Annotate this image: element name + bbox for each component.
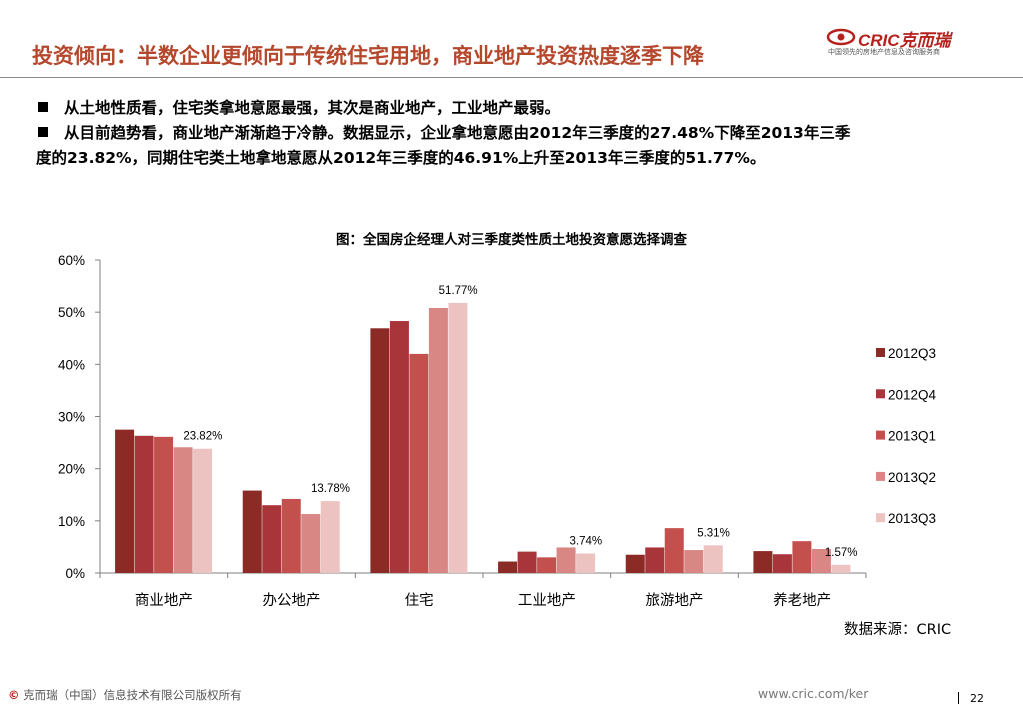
bar-2012Q4 (772, 554, 792, 573)
x-category-label: 工业地产 (518, 592, 576, 609)
bar-2013Q1 (664, 528, 684, 573)
page-title: 投资倾向：半数企业更倾向于传统住宅用地，商业地产投资热度逐季下降 (32, 44, 704, 68)
x-category-label: 商业地产 (135, 592, 193, 609)
bar-2012Q3 (498, 561, 518, 573)
x-category-label: 养老地产 (773, 592, 831, 609)
footer-copyright: © 克而瑞（中国）信息技术有限公司版权所有 (8, 687, 242, 703)
y-tick-label: 20% (58, 462, 85, 477)
x-category-label: 住宅 (405, 592, 434, 609)
summary-bullets: 从土地性质看，住宅类拿地意愿最强，其次是商业地产，工业地产最弱。 从目前趋势看，… (36, 96, 996, 171)
y-tick-label: 40% (58, 357, 85, 372)
bar-2012Q3 (370, 328, 390, 573)
legend-label: 2013Q1 (888, 429, 936, 444)
data-label: 1.57% (825, 547, 858, 559)
y-tick-label: 30% (58, 410, 85, 425)
bar-2013Q2 (684, 550, 704, 573)
legend-label: 2012Q3 (888, 346, 936, 361)
bar-2013Q3 (193, 448, 213, 573)
data-label: 3.74% (570, 535, 603, 547)
data-source: 数据来源：CRIC (844, 622, 952, 638)
bullet-text: 从土地性质看，住宅类拿地意愿最强，其次是商业地产，工业地产最弱。 (64, 99, 561, 117)
chart-title: 图：全国房企经理人对三季度类性质土地投资意愿选择调查 (336, 232, 687, 248)
legend-swatch (876, 430, 885, 440)
square-bullet-icon (38, 127, 48, 137)
bar-2012Q4 (262, 505, 282, 573)
legend-swatch (876, 389, 885, 399)
bar-2013Q3 (320, 501, 340, 573)
legend-swatch (876, 348, 885, 357)
footer-divider (958, 692, 959, 704)
bar-2012Q4 (517, 551, 537, 573)
legend-swatch (876, 471, 885, 481)
y-tick-label: 10% (58, 514, 85, 529)
square-bullet-icon (38, 102, 48, 112)
bar-2013Q3 (448, 302, 468, 573)
bar-2013Q3 (576, 553, 596, 573)
bar-2012Q3 (625, 554, 645, 573)
bullet-item: 从土地性质看，住宅类拿地意愿最强，其次是商业地产，工业地产最弱。 (36, 96, 996, 121)
bar-2013Q2 (811, 549, 831, 573)
bar-2013Q2 (173, 447, 193, 573)
bar-2013Q2 (556, 547, 576, 573)
bar-2013Q3 (831, 564, 851, 573)
bar-2013Q1 (154, 436, 174, 573)
copyright-text: 克而瑞（中国）信息技术有限公司版权所有 (23, 688, 242, 702)
bar-2013Q1 (537, 557, 557, 573)
footer-url[interactable]: www.cric.com/ker (758, 686, 869, 701)
data-label: 13.78% (311, 483, 350, 495)
bar-2012Q4 (645, 547, 665, 573)
bar-2012Q3 (115, 429, 135, 573)
bar-2012Q4 (389, 321, 409, 573)
y-tick-label: 0% (65, 566, 85, 581)
logo-text: CRIC克而瑞 (858, 31, 951, 50)
x-category-label: 旅游地产 (646, 592, 704, 609)
bar-2013Q3 (703, 545, 723, 573)
bullet-continuation: 度的23.82%，同期住宅类土地拿地意愿从2012年三季度的46.91%上升至2… (36, 149, 766, 167)
x-category-label: 办公地产 (263, 592, 321, 609)
page-number: 22 (970, 692, 984, 705)
logo-subtitle: 中国领先的房地产信息及咨询服务商 (828, 48, 940, 56)
bar-2013Q1 (792, 541, 812, 573)
bar-2013Q1 (281, 498, 301, 573)
data-label: 51.77% (439, 285, 478, 297)
data-label: 5.31% (697, 527, 730, 539)
bar-2013Q1 (409, 353, 429, 573)
legend-label: 2013Q2 (888, 470, 936, 485)
legend-label: 2013Q3 (888, 511, 936, 526)
legend-swatch (876, 513, 885, 523)
bar-2012Q3 (753, 551, 773, 573)
legend-label: 2012Q4 (888, 387, 937, 402)
bullet-item: 从目前趋势看，商业地产渐渐趋于冷静。数据显示，企业拿地意愿由2012年三季度的2… (36, 121, 996, 146)
bar-2012Q4 (134, 435, 154, 573)
cric-logo: CRIC克而瑞 中国领先的房地产信息及咨询服务商 (826, 26, 986, 60)
header-divider (0, 77, 1023, 78)
bar-2012Q3 (242, 490, 262, 573)
bar-2013Q2 (428, 307, 448, 573)
bullet-text: 从目前趋势看，商业地产渐渐趋于冷静。数据显示，企业拿地意愿由2012年三季度的2… (64, 124, 851, 142)
y-tick-label: 50% (58, 305, 85, 320)
copyright-icon: © (8, 688, 20, 702)
data-label: 23.82% (183, 431, 222, 443)
y-tick-label: 60% (58, 253, 85, 268)
bar-2013Q2 (301, 514, 321, 573)
eye-logo-icon (826, 28, 856, 46)
